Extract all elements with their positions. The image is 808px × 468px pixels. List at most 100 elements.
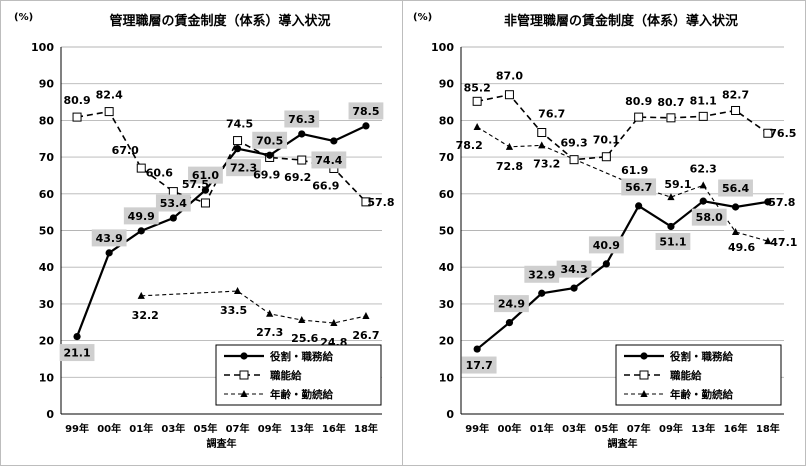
- data-label: 40.9: [593, 239, 620, 252]
- y-tick-label: 20: [39, 335, 55, 348]
- marker-circle: [201, 186, 210, 194]
- data-label: 51.1: [659, 235, 686, 248]
- marker-square: [634, 112, 644, 122]
- data-label: 85.2: [464, 81, 491, 94]
- data-label-box: [59, 344, 95, 362]
- chart-title: 非管理職層の賃金制度（体系）導入状況: [504, 13, 738, 29]
- marker-triangle: [731, 227, 740, 235]
- marker-triangle: [699, 181, 707, 189]
- marker-circle: [602, 260, 610, 268]
- data-label: 49.9: [128, 210, 155, 223]
- data-label-box: [655, 232, 691, 250]
- legend-label: 職能給: [670, 369, 702, 382]
- data-label: 58.0: [696, 211, 723, 224]
- data-label: 49.6: [728, 241, 755, 254]
- series-line-square: [76, 110, 367, 204]
- x-tick-label: 00年: [97, 422, 121, 435]
- data-label: 76.3: [288, 113, 315, 126]
- marker-triangle: [233, 287, 242, 295]
- series-line-triangle: [141, 290, 367, 324]
- data-label: 53.4: [160, 197, 187, 210]
- marker-circle: [699, 197, 707, 205]
- data-label: 81.1: [690, 94, 717, 107]
- data-label: 61.9: [621, 164, 648, 177]
- marker-triangle: [298, 316, 306, 324]
- y-tick-label: 20: [439, 335, 455, 348]
- series-line-square: [476, 93, 769, 161]
- marker-square: [233, 136, 243, 146]
- x-tick-label: 18年: [756, 422, 780, 435]
- data-label: 76.7: [538, 108, 565, 121]
- data-label: 69.2: [284, 171, 311, 184]
- x-tick-label: 00年: [497, 422, 521, 435]
- legend-label: 役割・職務給: [269, 350, 333, 363]
- x-tick-label: 01年: [530, 422, 554, 435]
- y-tick-label: 50: [39, 225, 55, 238]
- y-unit-label: (%): [14, 12, 33, 23]
- data-label: 87.0: [496, 70, 523, 83]
- y-tick-label: 50: [439, 225, 455, 238]
- data-label: 76.5: [769, 127, 796, 140]
- marker-triangle: [640, 390, 648, 397]
- y-unit-label: (%): [413, 12, 432, 23]
- marker-square: [72, 112, 82, 122]
- x-tick-label: 13年: [691, 422, 715, 435]
- data-label-box: [461, 356, 497, 374]
- data-label: 74.5: [226, 118, 253, 131]
- marker-circle: [233, 145, 242, 153]
- marker-square: [698, 111, 708, 121]
- data-label: 57.8: [768, 196, 795, 209]
- y-tick-label: 100: [31, 41, 54, 54]
- y-tick-label: 30: [39, 298, 55, 311]
- marker-circle: [137, 227, 145, 235]
- marker-triangle: [538, 141, 546, 149]
- y-tick-label: 80: [439, 114, 455, 127]
- data-label: 57.5: [182, 178, 209, 191]
- x-tick-label: 16年: [322, 422, 346, 435]
- data-label-box: [155, 194, 191, 212]
- chart-title: 管理職層の賃金制度（体系）導入状況: [109, 13, 330, 29]
- data-label: 72.8: [496, 160, 523, 173]
- y-tick-label: 100: [431, 41, 454, 54]
- x-tick-label: 07年: [627, 422, 651, 435]
- legend-label: 年齢・勤続給: [670, 388, 733, 401]
- marker-triangle: [137, 291, 145, 299]
- x-tick-label: 07年: [226, 422, 250, 435]
- legend-label: 年齢・勤続給: [270, 388, 333, 401]
- marker-circle: [169, 214, 177, 222]
- data-label-box: [284, 110, 320, 128]
- x-tick-label: 13年: [290, 422, 314, 435]
- marker-square: [104, 107, 114, 117]
- y-tick-label: 80: [39, 114, 55, 127]
- data-label: 60.6: [146, 167, 173, 180]
- y-tick-label: 40: [439, 261, 455, 274]
- marker-triangle: [330, 318, 338, 326]
- data-label: 24.9: [498, 298, 525, 311]
- marker-square: [666, 113, 676, 123]
- data-label: 56.4: [722, 182, 749, 195]
- marker-square: [136, 163, 146, 173]
- data-label-box: [556, 260, 592, 278]
- data-label: 59.1: [664, 178, 691, 191]
- marker-circle: [667, 222, 675, 231]
- data-label-box: [226, 159, 261, 177]
- data-label: 78.5: [352, 105, 379, 118]
- data-label: 32.2: [132, 309, 159, 322]
- panel-divider: [402, 0, 403, 466]
- data-label: 78.2: [456, 139, 483, 152]
- data-label: 82.4: [96, 89, 123, 102]
- data-label: 69.3: [560, 137, 587, 150]
- marker-square: [601, 152, 611, 162]
- data-label-box: [311, 151, 347, 169]
- marker-circle: [330, 137, 338, 145]
- marker-square: [537, 128, 547, 138]
- marker-square: [472, 96, 482, 106]
- marker-square: [361, 197, 371, 207]
- legend-label: 職能給: [270, 369, 302, 382]
- x-tick-label: 03年: [562, 422, 586, 435]
- non-managers-chart-panel: 非管理職層の賃金制度（体系）導入状況 (%) 0 10 20 30 40 50 60 70 80 90…: [413, 12, 797, 450]
- data-label: 61.0: [192, 169, 219, 182]
- marker-triangle: [764, 237, 772, 245]
- y-tick-label: 60: [39, 188, 55, 201]
